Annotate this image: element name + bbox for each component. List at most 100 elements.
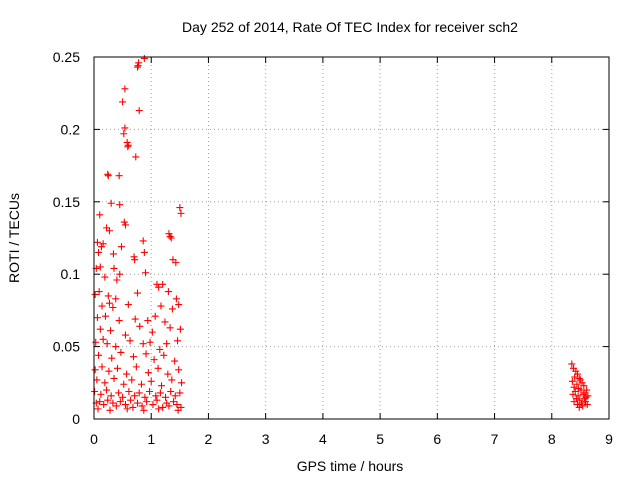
data-point bbox=[140, 406, 148, 414]
data-point bbox=[575, 374, 583, 382]
data-point bbox=[105, 299, 113, 307]
data-point bbox=[141, 393, 149, 401]
data-point bbox=[115, 389, 123, 397]
data-point bbox=[101, 273, 109, 281]
data-point bbox=[91, 290, 99, 298]
data-point bbox=[137, 380, 145, 388]
chart-title: Day 252 of 2014, Rate Of TEC Index for r… bbox=[182, 19, 518, 35]
data-point bbox=[112, 295, 120, 303]
data-point bbox=[101, 312, 109, 320]
data-point bbox=[103, 340, 111, 348]
data-point bbox=[131, 256, 139, 264]
data-point bbox=[133, 399, 141, 407]
data-point bbox=[116, 270, 124, 278]
x-tick-label: 9 bbox=[605, 431, 613, 447]
data-point bbox=[109, 250, 117, 258]
data-point bbox=[578, 379, 586, 387]
data-point bbox=[106, 406, 114, 414]
data-point bbox=[571, 373, 579, 381]
data-point bbox=[574, 401, 582, 409]
data-point bbox=[127, 396, 135, 404]
data-point bbox=[123, 138, 131, 146]
data-point bbox=[155, 283, 163, 291]
data-point bbox=[168, 376, 176, 384]
data-point bbox=[96, 325, 104, 333]
data-point bbox=[121, 401, 129, 409]
data-point bbox=[98, 363, 106, 371]
data-point bbox=[103, 386, 111, 394]
data-point bbox=[146, 338, 154, 346]
data-point bbox=[131, 315, 139, 323]
data-point bbox=[167, 234, 175, 242]
data-point bbox=[575, 403, 583, 411]
data-point bbox=[154, 364, 162, 372]
data-point bbox=[97, 243, 105, 251]
x-tick-label: 8 bbox=[548, 431, 556, 447]
data-point bbox=[144, 317, 152, 325]
data-point bbox=[150, 356, 158, 364]
grid-lines bbox=[94, 57, 609, 419]
data-point bbox=[576, 376, 584, 384]
data-point bbox=[129, 353, 137, 361]
data-point bbox=[104, 172, 112, 180]
data-point bbox=[172, 295, 180, 303]
data-point bbox=[133, 63, 141, 71]
data-point bbox=[101, 379, 109, 387]
data-point bbox=[135, 59, 143, 67]
x-tick-label: 0 bbox=[90, 431, 98, 447]
y-tick-label: 0.1 bbox=[61, 266, 81, 282]
data-points bbox=[91, 54, 592, 414]
x-tick-label: 6 bbox=[433, 431, 441, 447]
data-point bbox=[94, 405, 102, 413]
data-point bbox=[107, 327, 115, 335]
data-point bbox=[156, 389, 164, 397]
data-point bbox=[112, 402, 120, 410]
data-point bbox=[131, 392, 139, 400]
data-point bbox=[124, 141, 132, 149]
data-point bbox=[580, 395, 588, 403]
data-point bbox=[113, 364, 121, 372]
data-point bbox=[578, 399, 586, 407]
data-point bbox=[156, 345, 164, 353]
data-point bbox=[112, 343, 120, 351]
data-point bbox=[165, 402, 173, 410]
x-tick-label: 1 bbox=[147, 431, 155, 447]
data-point bbox=[97, 390, 105, 398]
data-point bbox=[152, 392, 160, 400]
data-point bbox=[174, 406, 182, 414]
data-point bbox=[153, 396, 161, 404]
data-point bbox=[124, 301, 132, 309]
data-point bbox=[104, 292, 112, 300]
data-point bbox=[132, 363, 140, 371]
data-point bbox=[157, 302, 165, 310]
data-point bbox=[105, 227, 113, 235]
data-point bbox=[138, 402, 146, 410]
data-point bbox=[96, 263, 104, 271]
data-point bbox=[582, 398, 590, 406]
data-point bbox=[140, 248, 148, 256]
data-point bbox=[580, 382, 588, 390]
data-point bbox=[120, 380, 128, 388]
data-point bbox=[178, 379, 186, 387]
data-point bbox=[105, 367, 113, 375]
data-point bbox=[159, 403, 167, 411]
x-tick-label: 4 bbox=[319, 431, 327, 447]
data-point bbox=[120, 218, 128, 226]
data-point bbox=[108, 354, 116, 362]
data-point bbox=[173, 401, 181, 409]
data-point bbox=[107, 392, 115, 400]
data-point bbox=[151, 312, 159, 320]
y-tick-labels: 0 0.05 0.1 0.15 0.2 0.25 bbox=[53, 49, 80, 427]
data-point bbox=[110, 374, 118, 382]
data-point bbox=[123, 405, 131, 413]
data-point bbox=[96, 211, 104, 219]
data-point bbox=[176, 325, 184, 333]
data-point bbox=[583, 386, 591, 394]
data-point bbox=[104, 170, 112, 178]
data-point bbox=[110, 264, 118, 272]
data-point bbox=[165, 230, 173, 238]
data-point bbox=[123, 370, 131, 378]
data-point bbox=[99, 240, 107, 248]
data-point bbox=[136, 322, 144, 330]
